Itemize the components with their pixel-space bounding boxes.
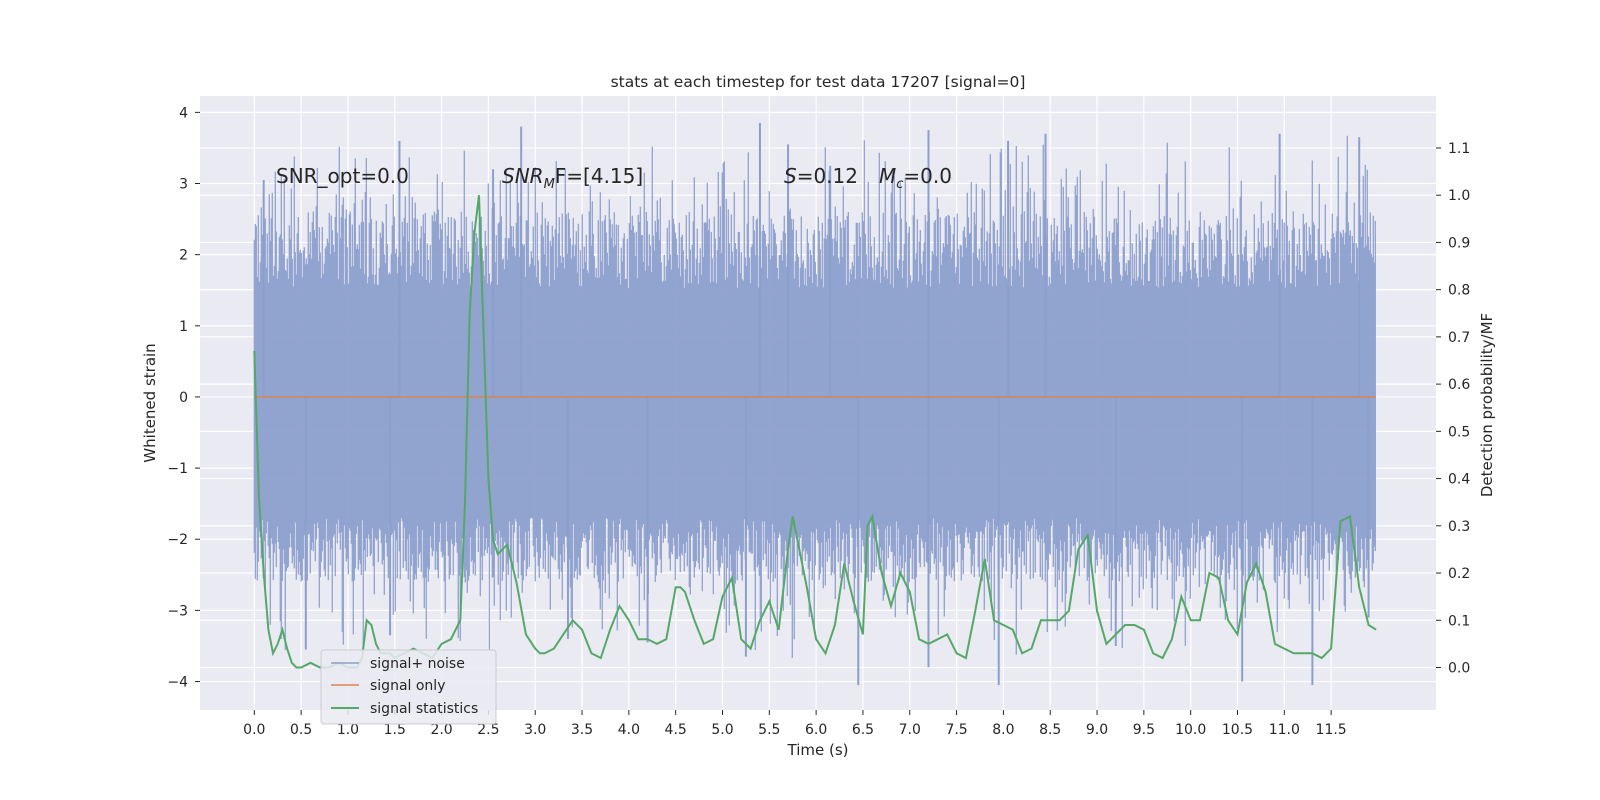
annotation-snr-opt: SNR_opt=0.0 (276, 164, 409, 188)
legend-label-signal-only: signal only (370, 678, 445, 694)
x-tick-label: 10.5 (1222, 722, 1253, 738)
chart-title: stats at each timestep for test data 172… (611, 73, 1026, 91)
y2-axis-label: Detection probability/MF (1478, 313, 1496, 497)
y-tick-label: 3 (179, 177, 188, 193)
x-tick-label: 8.0 (992, 722, 1014, 738)
y-axis-label: Whitened strain (141, 343, 159, 462)
x-tick-label: 0.5 (290, 722, 312, 738)
y2-tick-label: 1.0 (1448, 188, 1470, 204)
x-tick-label: 4.5 (665, 722, 687, 738)
y-tick-label: −3 (167, 603, 188, 619)
x-tick-label: 4.0 (618, 722, 640, 738)
y2-tick-label: 0.2 (1448, 566, 1470, 582)
x-tick-label: 2.5 (477, 722, 499, 738)
x-tick-label: 1.0 (337, 722, 359, 738)
x-tick-label: 2.0 (430, 722, 452, 738)
y2-tick-label: 0.9 (1448, 235, 1470, 251)
x-tick-label: 0.0 (243, 722, 265, 738)
x-tick-label: 6.5 (852, 722, 874, 738)
y-tick-label: 0 (179, 390, 188, 406)
y2-tick-label: 0.3 (1448, 519, 1470, 535)
x-tick-label: 5.0 (711, 722, 733, 738)
y-tick-label: 4 (179, 105, 188, 121)
y2-tick-label: 0.1 (1448, 613, 1470, 629)
y-tick-label: 2 (179, 248, 188, 264)
y2-tick-label: 0.6 (1448, 377, 1470, 393)
noise-band (253, 135, 1376, 658)
y2-tick-label: 0.7 (1448, 330, 1470, 346)
x-tick-label: 10.0 (1175, 722, 1206, 738)
x-axis-label: Time (s) (787, 741, 849, 759)
y-tick-label: −4 (167, 675, 188, 691)
annotation-s: S=0.12 (784, 164, 858, 188)
noise-series (253, 123, 1376, 686)
x-tick-label: 7.5 (945, 722, 967, 738)
x-tick-label: 9.0 (1086, 722, 1108, 738)
legend-box (320, 649, 497, 725)
y-tick-label: 1 (179, 319, 188, 335)
y-tick-label: −2 (167, 532, 188, 548)
x-tick-label: 3.5 (571, 722, 593, 738)
x-tick-label: 7.0 (899, 722, 921, 738)
y2-tick-label: 0.0 (1448, 660, 1470, 676)
y2-tick-label: 1.1 (1448, 141, 1470, 157)
y2-tick-label: 0.8 (1448, 283, 1470, 299)
y2-tick-label: 0.5 (1448, 424, 1470, 440)
x-tick-label: 9.5 (1133, 722, 1155, 738)
x-tick-label: 11.5 (1316, 722, 1347, 738)
x-tick-label: 1.5 (384, 722, 406, 738)
x-tick-label: 11.0 (1269, 722, 1300, 738)
y2-axis-ticks: 0.0 0.1 0.2 0.3 0.4 0.5 0.6 0.7 0.8 0.9 1.0 1.1 (1436, 141, 1470, 676)
y-tick-label: −1 (167, 461, 188, 477)
y-axis-ticks: −4 −3 −2 −1 0 1 2 3 4 (167, 105, 200, 691)
x-tick-label: 6.0 (805, 722, 827, 738)
y2-tick-label: 0.4 (1448, 472, 1470, 488)
legend-label-signal-statistics: signal statistics (370, 701, 478, 717)
x-tick-label: 3.0 (524, 722, 546, 738)
annotation-snr-mf: SNRMF=[4.15] (502, 164, 643, 192)
x-tick-label: 8.5 (1039, 722, 1061, 738)
legend-label-signal-noise: signal+ noise (370, 656, 465, 672)
x-axis-ticks: 0.0 0.5 1.0 1.5 2.0 2.5 3.0 3.5 4.0 4.5 5.0 5.5 6.0 6… (243, 710, 1347, 738)
x-tick-label: 5.5 (758, 722, 780, 738)
annotation-mc: Mc=0.0 (879, 164, 952, 192)
legend: signal+ noise signal only signal statist… (320, 649, 497, 725)
